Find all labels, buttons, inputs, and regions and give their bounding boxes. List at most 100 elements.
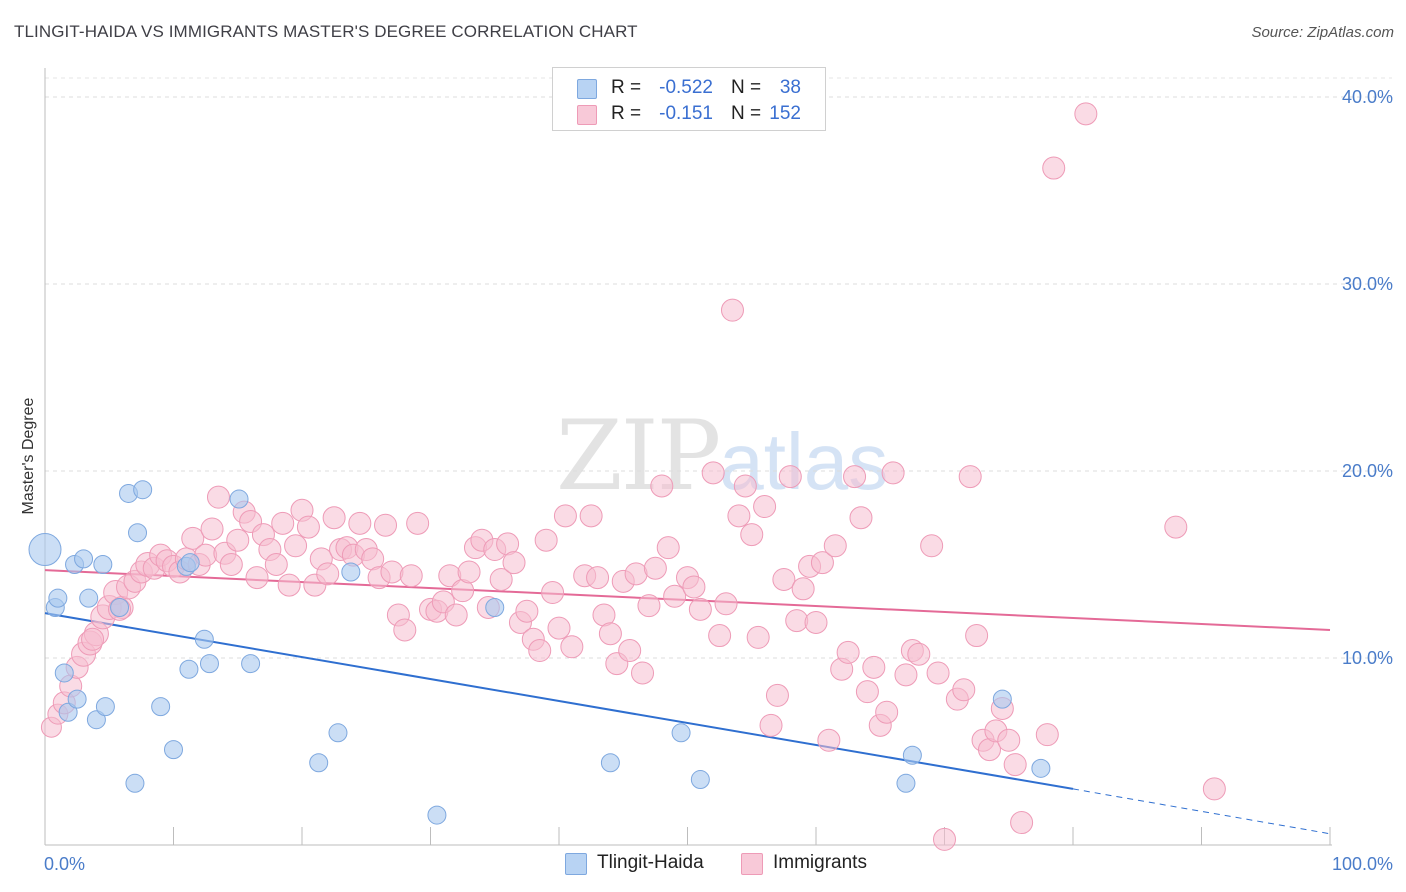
legend-row-immigrants: R = -0.151 N = 152 bbox=[553, 102, 825, 128]
immigrants-point bbox=[245, 566, 269, 590]
tlingit-haida-point bbox=[992, 689, 1012, 709]
immigrants-point bbox=[380, 560, 404, 584]
watermark-zip: ZIP bbox=[556, 400, 721, 512]
immigrants-point bbox=[393, 618, 417, 642]
immigrants-point bbox=[181, 526, 205, 550]
immigrants-point bbox=[733, 474, 757, 498]
tlingit-haida-point bbox=[328, 723, 348, 743]
tlingit-haida-point bbox=[194, 629, 214, 649]
immigrants-point bbox=[586, 566, 610, 590]
immigrants-point bbox=[708, 624, 732, 648]
legend-r-value: -0.522 bbox=[659, 77, 713, 98]
immigrants-point bbox=[759, 713, 783, 737]
tlingit-haida-point bbox=[427, 805, 447, 825]
immigrants-point bbox=[823, 534, 847, 558]
immigrants-point bbox=[226, 528, 250, 552]
immigrants-point bbox=[618, 639, 642, 663]
immigrants-point bbox=[1035, 723, 1059, 747]
trend-lines bbox=[44, 569, 1331, 835]
axes bbox=[44, 68, 1332, 846]
immigrants-point bbox=[958, 465, 982, 489]
immigrants-point bbox=[843, 465, 867, 489]
bottom-legend-swatch-blue bbox=[565, 853, 587, 875]
immigrants-point bbox=[849, 506, 873, 530]
bottom-legend-label: Tlingit-Haida bbox=[597, 852, 704, 873]
y-tick-label: 30.0% bbox=[1342, 274, 1393, 294]
source-credit: Source: ZipAtlas.com bbox=[1251, 24, 1394, 41]
tlingit-haida-point bbox=[58, 702, 78, 722]
immigrants-point bbox=[682, 575, 706, 599]
immigrants-point bbox=[528, 639, 552, 663]
immigrants-point bbox=[875, 700, 899, 724]
immigrants-point bbox=[663, 584, 687, 608]
immigrants-point bbox=[894, 663, 918, 687]
tlingit-haida-point bbox=[110, 598, 130, 618]
tlingit-haida-point bbox=[125, 773, 145, 793]
legend-n-value: 38 bbox=[779, 77, 801, 98]
tlingit-haida-point bbox=[28, 533, 62, 567]
immigrants-point bbox=[791, 577, 815, 601]
tlingit-haida-point bbox=[151, 697, 171, 717]
tlingit-haida-point bbox=[671, 723, 691, 743]
immigrants-point bbox=[81, 627, 105, 651]
immigrants-point bbox=[348, 511, 372, 535]
immigrants-point bbox=[1164, 515, 1188, 539]
legend-row-tlingit-haida: R = -0.522 N = 38 bbox=[553, 76, 825, 102]
immigrants-point bbox=[952, 678, 976, 702]
immigrants-point bbox=[753, 495, 777, 519]
immigrants-point bbox=[965, 624, 989, 648]
tlingit-haida-point bbox=[86, 710, 106, 730]
y-tick-label: 20.0% bbox=[1342, 461, 1393, 481]
legend-n-label: N = bbox=[731, 103, 762, 124]
immigrants-point bbox=[650, 474, 674, 498]
legend-n-value: 152 bbox=[769, 103, 801, 124]
immigrants-point bbox=[720, 298, 744, 322]
tlingit-haida-point bbox=[179, 659, 199, 679]
immigrants-point bbox=[631, 661, 655, 685]
immigrants-point bbox=[560, 635, 584, 659]
immigrants-point bbox=[1010, 811, 1034, 835]
immigrants-point bbox=[881, 461, 905, 485]
legend-r-value: -0.151 bbox=[659, 103, 713, 124]
immigrants-point bbox=[316, 562, 340, 586]
immigrants-point bbox=[271, 511, 295, 535]
immigrants-point bbox=[804, 610, 828, 634]
immigrants-point bbox=[810, 551, 834, 575]
immigrants-point bbox=[1003, 753, 1027, 777]
immigrants-point bbox=[624, 562, 648, 586]
bottom-legend-swatch-pink bbox=[741, 853, 763, 875]
immigrants-point bbox=[727, 504, 751, 528]
tlingit-haida-trend-line bbox=[44, 612, 1074, 790]
immigrants-point bbox=[322, 506, 346, 530]
immigrants-point bbox=[688, 597, 712, 621]
tlingit-haida-point bbox=[67, 689, 87, 709]
legend-r-label: R = bbox=[611, 103, 642, 124]
immigrants-point bbox=[926, 661, 950, 685]
immigrants-point bbox=[772, 567, 796, 591]
y-tick-label: 10.0% bbox=[1342, 648, 1393, 668]
immigrants-point bbox=[579, 504, 603, 528]
immigrants-point bbox=[534, 528, 558, 552]
tlingit-haida-point bbox=[79, 588, 99, 608]
immigrants-point bbox=[785, 609, 809, 633]
immigrants-point bbox=[206, 485, 230, 509]
immigrants-point bbox=[778, 465, 802, 489]
x-tick-label: 0.0% bbox=[44, 854, 85, 874]
immigrants-point bbox=[1074, 102, 1098, 126]
tlingit-haida-point bbox=[902, 745, 922, 765]
tlingit-haida-point bbox=[229, 489, 249, 509]
tlingit-haida-point bbox=[133, 480, 153, 500]
tlingit-haida-point bbox=[54, 663, 74, 683]
tlingit-haida-point bbox=[95, 697, 115, 717]
immigrants-point bbox=[656, 536, 680, 560]
immigrants-point bbox=[714, 592, 738, 616]
tlingit-haida-point bbox=[690, 770, 710, 790]
immigrants-point bbox=[399, 564, 423, 588]
immigrants-point bbox=[296, 515, 320, 539]
y-tick-label: 40.0% bbox=[1342, 87, 1393, 107]
immigrants-point bbox=[598, 622, 622, 646]
immigrants-point bbox=[547, 616, 571, 640]
immigrants-point bbox=[740, 523, 764, 547]
immigrants-point bbox=[489, 567, 513, 591]
